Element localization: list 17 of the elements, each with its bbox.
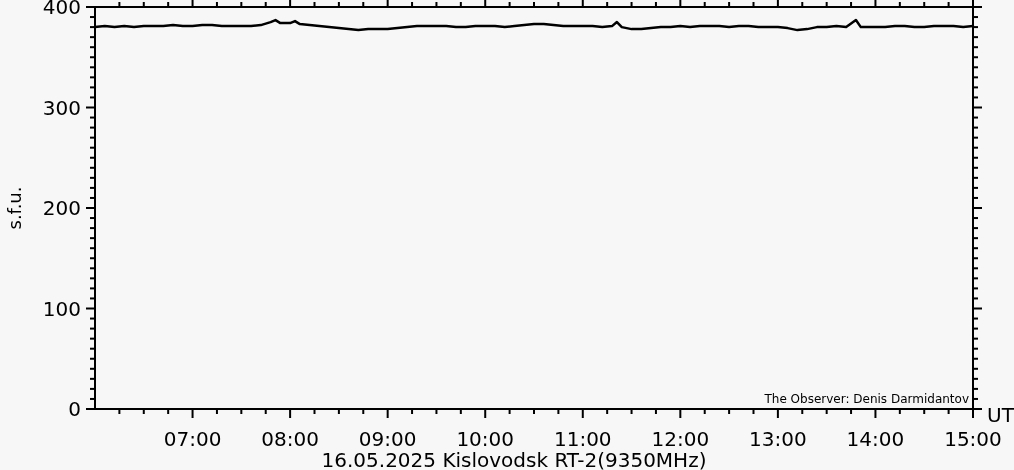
y-tick-label: 100 (42, 296, 81, 321)
x-tick-label: 09:00 (358, 427, 417, 451)
x-tick-label: 13:00 (749, 427, 807, 451)
y-tick-label: 300 (42, 95, 81, 120)
y-axis-title: s.f.u. (4, 186, 25, 230)
x-tick-label: 07:00 (163, 427, 222, 451)
x-tick-label: 11:00 (553, 427, 612, 451)
x-tick-label: 15:00 (944, 427, 1002, 451)
x-tick-label: 14:00 (846, 427, 905, 451)
annotation: The Observer: Denis Darmidantov (763, 392, 969, 406)
y-tick-label: 0 (68, 397, 81, 421)
x-tick-label: 10:00 (456, 427, 515, 451)
text: UT (987, 403, 1014, 427)
y-tick-label: 200 (42, 196, 81, 220)
x-tick-label: 12:00 (651, 427, 710, 451)
x-axis-title: 16.05.2025 Kislovodsk RT-2(9350MHz) (321, 448, 707, 470)
x-tick-label: 08:00 (261, 427, 319, 451)
